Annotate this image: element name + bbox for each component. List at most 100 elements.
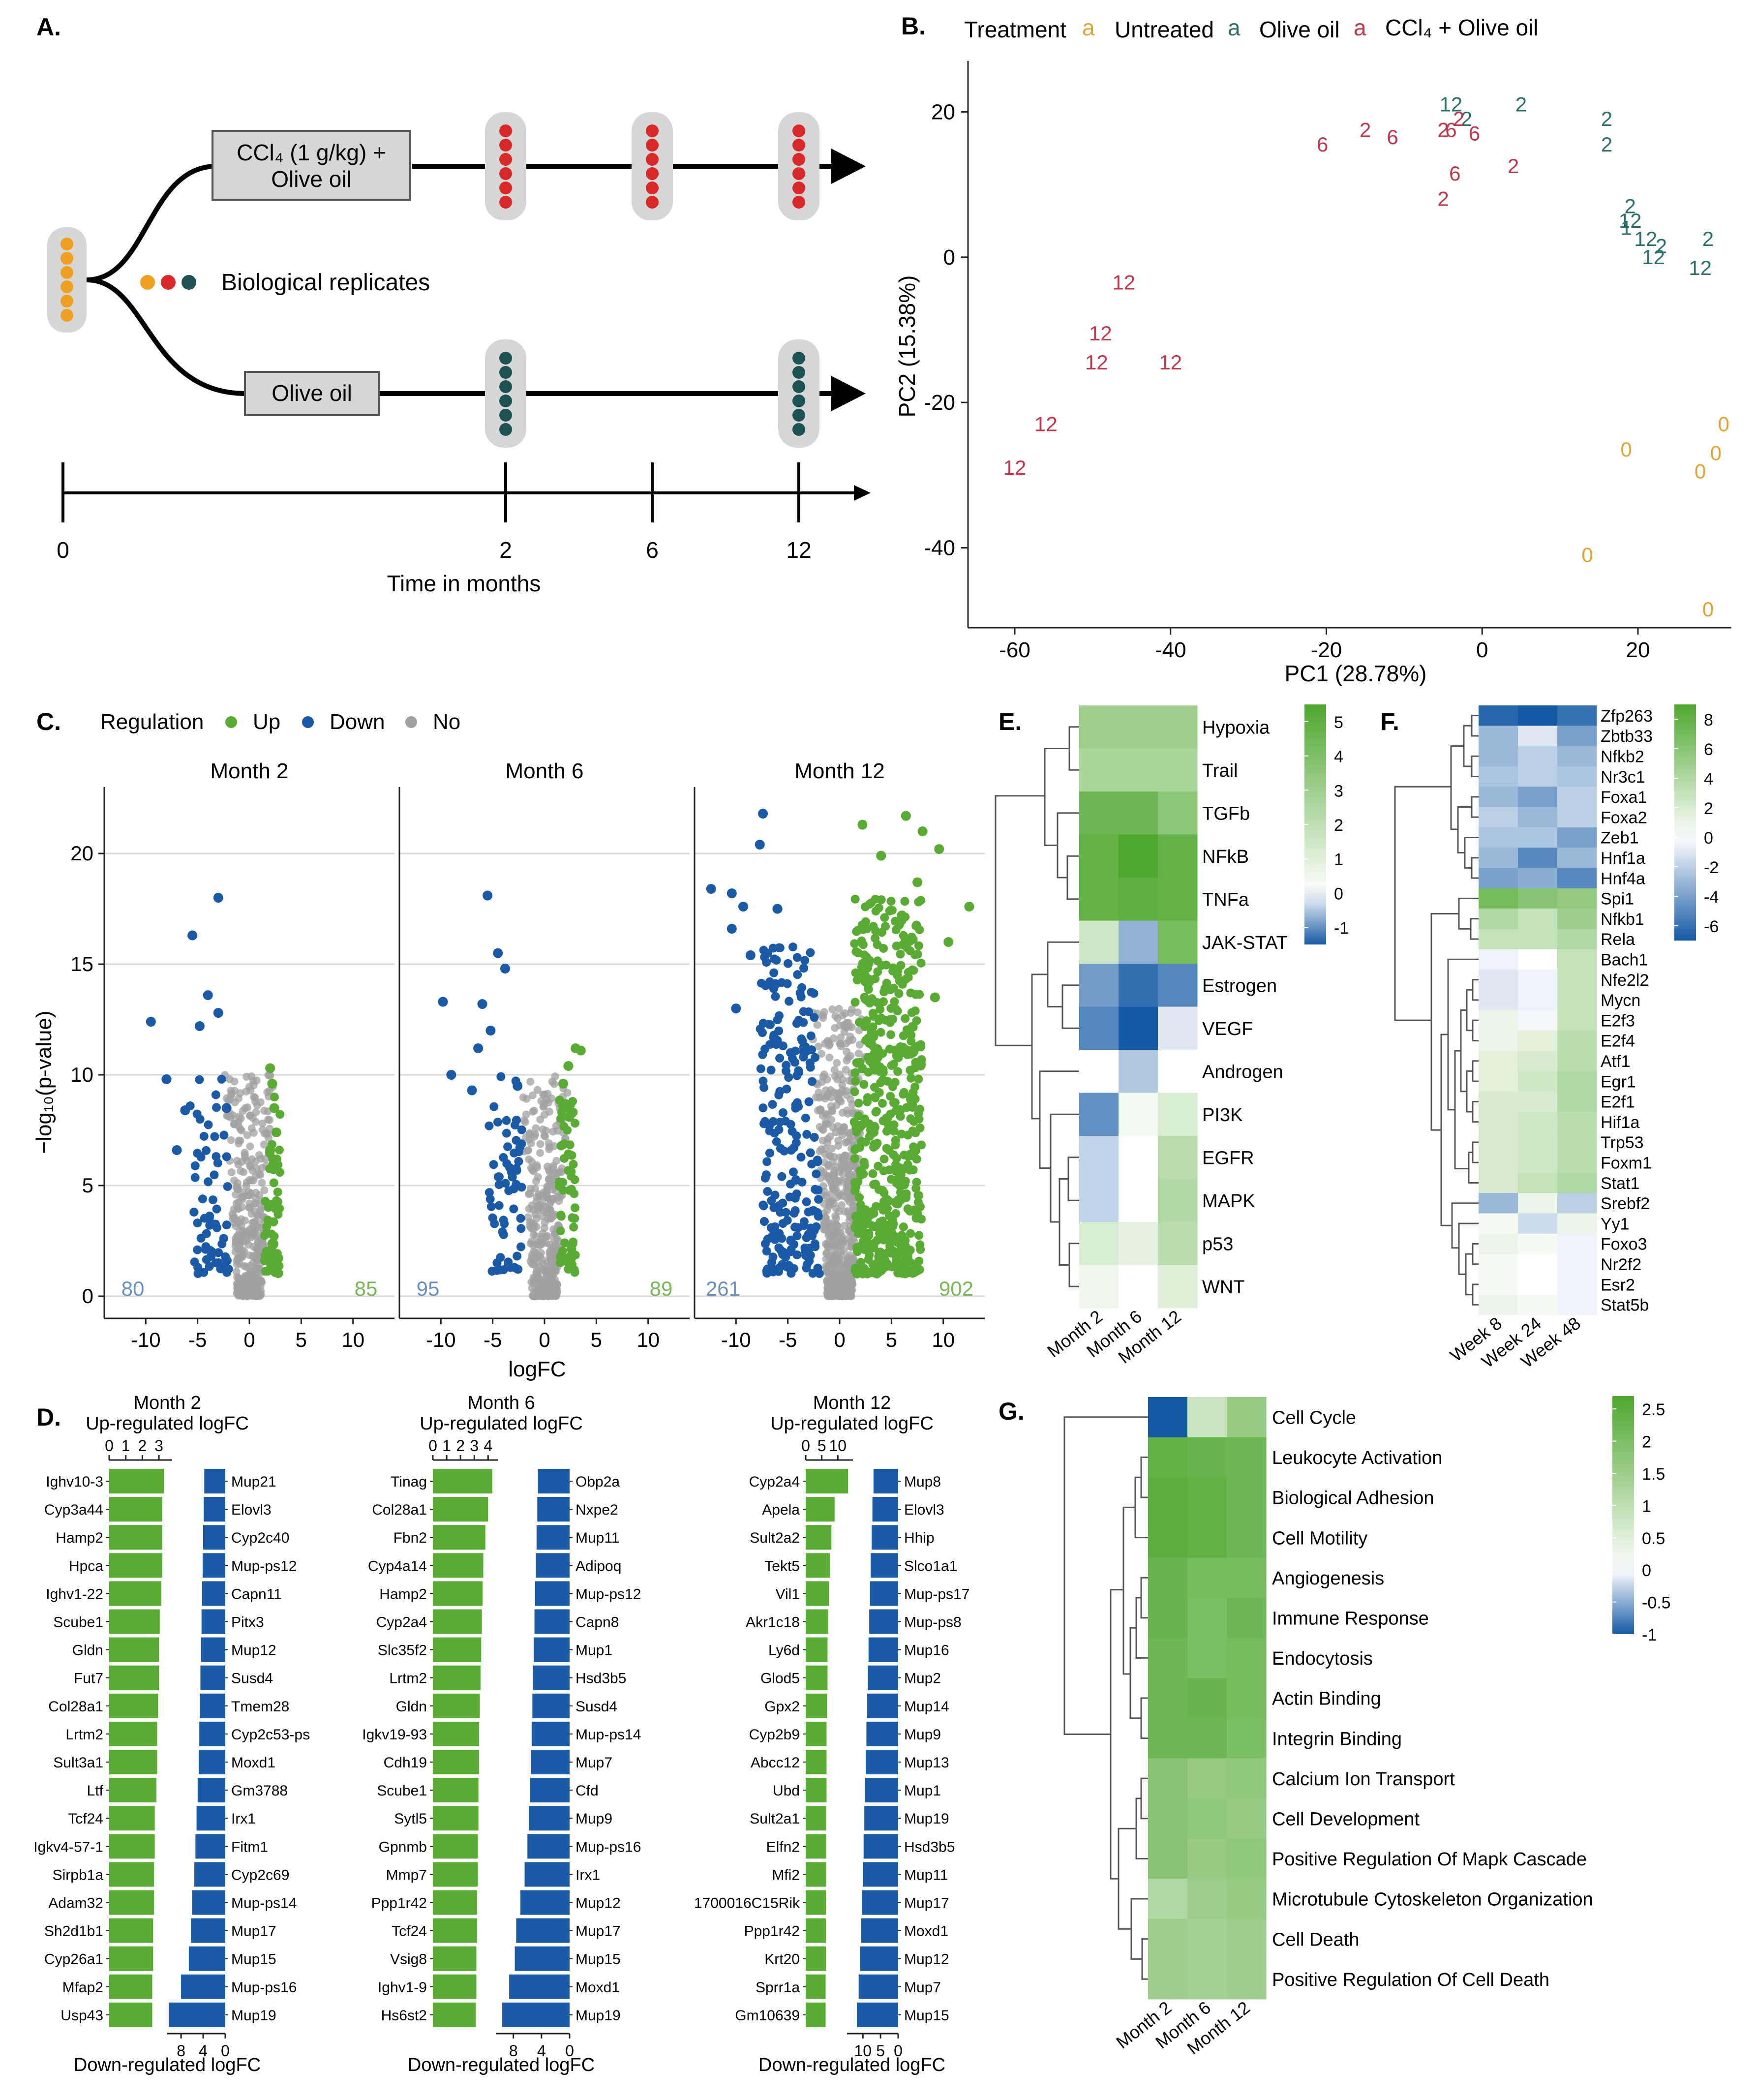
volcano-point-no [258, 1164, 266, 1172]
volcano-point-down [216, 1264, 225, 1274]
bar-down-gene-label: Mup8 [904, 1474, 941, 1490]
dendrogram-branch [1471, 857, 1479, 879]
branch-upper [86, 164, 217, 282]
bar-down-gene-label: Mup15 [904, 2008, 949, 2024]
heatmap-cell [1479, 1294, 1518, 1315]
heatmap-row-label: Foxa2 [1601, 808, 1647, 827]
volcano-point-down [212, 1223, 221, 1232]
bar-up [109, 1862, 154, 1887]
volcano-point-up [852, 1127, 861, 1137]
dendrogram-branch [1472, 1019, 1479, 1041]
bar-up-gene-label: Gpnmb [379, 1839, 427, 1855]
volcano-point-up [901, 1242, 910, 1251]
heatmap-cell [1479, 868, 1518, 889]
heatmap-cell [1557, 1030, 1597, 1051]
heatmap-row-label: Hnf4a [1601, 869, 1645, 888]
heatmap-cell [1158, 1265, 1198, 1309]
volcano-point-no [826, 1222, 834, 1230]
bar-down-gene-label: Moxd1 [575, 1979, 620, 1996]
volcano-point-no [526, 1129, 534, 1137]
volcano-point-up [865, 1039, 874, 1048]
volcano-point-no [849, 1202, 858, 1210]
volcano-point-down [798, 1036, 807, 1046]
volcano-point-no [840, 1221, 848, 1230]
heatmap-cell [1148, 1437, 1188, 1478]
volcano-point-no [260, 1106, 269, 1115]
bar-up-gene-label: Sh2d1b1 [44, 1923, 103, 1940]
volcano-point-no [828, 1005, 837, 1013]
replicate-dot [646, 153, 659, 166]
volcano-point-no [532, 1198, 541, 1206]
bar-down-gene-label: Cyp2c69 [231, 1867, 289, 1883]
volcano-point-up [916, 1040, 925, 1049]
volcano-up-count: 89 [650, 1277, 673, 1300]
bar-up [433, 1890, 477, 1915]
volcano-point-no [537, 1248, 545, 1257]
heatmap-cell [1479, 1213, 1518, 1234]
pca-point-label: 2 [1437, 118, 1449, 141]
volcano-point-no [249, 1128, 258, 1137]
heatmap-color-legend [1674, 704, 1696, 941]
volcano-point-up [892, 942, 901, 951]
panel-a-schematic: CCl₄ (1 g/kg) + Olive oil Olive oil Biol… [47, 112, 871, 596]
volcano-point-no [831, 1162, 840, 1171]
pca-legend-ccl4: CCl₄ + Olive oil [1385, 15, 1538, 40]
replicate-dot [792, 395, 805, 407]
volcano-point-no [246, 1142, 254, 1151]
volcano-point-no [843, 1106, 851, 1115]
volcano-point-no [236, 1089, 244, 1097]
legend-tick-label: 8 [1704, 711, 1713, 730]
volcano-point-down [762, 1157, 772, 1166]
bar-up [806, 1806, 826, 1831]
volcano-point-no [535, 1190, 543, 1198]
volcano-point-up [861, 1137, 870, 1147]
dendrogram-branch [1470, 918, 1479, 940]
volcano-point-up [897, 1231, 907, 1240]
volcano-point-no [533, 1214, 541, 1222]
replicate-dot [499, 380, 512, 393]
volcano-point-down [774, 1090, 784, 1099]
heatmap-cell [1479, 1132, 1518, 1153]
heatmap-row-label: Zbtb33 [1601, 727, 1653, 746]
pca-point-label: 2 [1656, 235, 1667, 258]
volcano-point-up [943, 937, 954, 947]
heatmap-cell [1227, 1718, 1267, 1759]
bar-up-gene-label: Ly6d [768, 1643, 800, 1659]
volcano-point-down [499, 1216, 508, 1225]
bar-bottom-axis-label: Down-regulated logFC [758, 2055, 945, 2075]
volcano-point-up [876, 1217, 885, 1227]
bar-down-gene-label: Cyp2c53-ps [231, 1727, 310, 1743]
volcano-point-no [234, 1254, 242, 1262]
volcano-point-down [778, 1108, 787, 1117]
volcano-point-up [564, 1112, 575, 1122]
bar-up-gene-label: Gldn [396, 1699, 427, 1715]
heatmap-cell [1187, 1838, 1227, 1879]
volcano-point-no [823, 1075, 831, 1084]
heatmap-cell [1479, 1010, 1518, 1031]
volcano-point-no [530, 1279, 538, 1288]
volcano-point-down [765, 1040, 775, 1049]
bar-down [872, 1497, 898, 1522]
heatmap-cell [1227, 1477, 1267, 1518]
heatmap-row-label: Calcium Ion Transport [1272, 1769, 1455, 1790]
volcano-point-down [806, 1148, 815, 1157]
volcano-point-down [446, 1070, 456, 1080]
volcano-point-no [229, 1111, 237, 1120]
heatmap-row-label: Nr2f2 [1601, 1255, 1641, 1274]
bar-down-gene-label: Hsd3b5 [575, 1671, 626, 1687]
bar-down [868, 1637, 898, 1662]
heatmap-cell [1518, 1132, 1558, 1153]
bar-down-axis-tick-label: 5 [876, 2042, 885, 2060]
replicate-dot [792, 182, 805, 194]
volcano-point-down [773, 1035, 782, 1045]
heatmap-cell [1227, 1798, 1267, 1839]
bar-down-gene-label: Hhip [904, 1530, 935, 1546]
heatmap-cell [1518, 827, 1558, 848]
volcano-point-no [525, 1205, 533, 1213]
volcano-point-no [838, 1285, 846, 1294]
pca-point-label: 12 [1003, 456, 1027, 479]
volcano-point-down [778, 1041, 787, 1051]
replicate-dot [792, 124, 805, 137]
volcano-point-up [889, 1098, 899, 1107]
dendrogram-branch [1460, 1009, 1467, 1093]
